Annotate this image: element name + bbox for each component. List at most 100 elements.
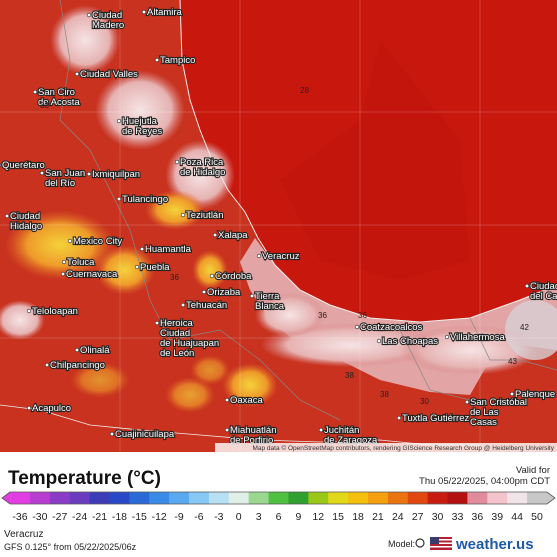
city-label: Chilpancingo (50, 360, 105, 371)
border (59, 0, 557, 421)
city-label: Ciudad Valles (80, 69, 138, 80)
colorbar-arrow-left (2, 492, 11, 504)
city-label: de León (160, 348, 194, 359)
city-dot (74, 71, 80, 77)
city-label: Mexico City (73, 236, 122, 247)
valid-time: Thu 05/22/2025, 04:00pm CDT (419, 476, 550, 487)
city-dot (26, 308, 32, 314)
city-label: Puebla (140, 262, 170, 273)
city-dot (4, 213, 10, 219)
colorbar-segment (268, 492, 289, 504)
city-label: Xalapa (218, 230, 248, 241)
city-label: San Juan (45, 168, 85, 179)
city-label: San Cristóbal (470, 397, 527, 408)
hot-zone (222, 363, 278, 407)
colorbar-tick-label: -30 (32, 511, 47, 523)
city-label: Tierra (255, 291, 280, 302)
colorbar-tick-label: 9 (295, 511, 301, 523)
colorbar-tick-label: 18 (352, 511, 364, 523)
colorbar (1, 491, 556, 505)
colorbar-segment (69, 492, 91, 504)
city-label: Huejutla (122, 116, 158, 127)
colorbar-segment (348, 492, 369, 504)
colorbar-tick-label: 12 (312, 511, 324, 523)
contour-label: 36 (358, 311, 367, 320)
hot-zone (145, 190, 205, 230)
city-label: Teziutlán (186, 210, 224, 221)
city-label: Las Choapas (382, 336, 438, 347)
colorbar-segment (149, 492, 170, 504)
contour-label: 38 (380, 390, 389, 399)
city-label: San Ciro (38, 87, 75, 98)
contour-label: 43 (508, 357, 517, 366)
city-dot (32, 89, 38, 95)
city-label: Acapulco (32, 403, 71, 414)
colorbar-segment (109, 492, 130, 504)
contour-labels: 28 38 36 36 38 38 30 42 43 36 (40, 86, 529, 406)
contour-label: 42 (520, 323, 529, 332)
city-label: de Hidalgo (180, 167, 225, 178)
city-dot (224, 397, 230, 403)
city-label: Querétaro (2, 160, 45, 171)
city-label: Teloloapan (32, 306, 78, 317)
brand[interactable]: weather.us (455, 536, 534, 553)
city-label: Palenque (515, 389, 555, 400)
location: Veracruz (4, 529, 43, 540)
coastline (179, 0, 557, 323)
colorbar-segment (10, 492, 31, 504)
city-label: Blanca (255, 301, 285, 312)
colorbar-tick-label: -9 (174, 511, 183, 523)
city-label: de Huajuapan (160, 338, 219, 349)
city-label: Toluca (67, 257, 95, 268)
city-dot (141, 9, 147, 15)
colorbar-segment (288, 492, 309, 504)
city-label: Ciudad (530, 281, 557, 292)
gulf-contour (280, 40, 470, 280)
colorbar-segment (208, 492, 230, 504)
city-dot (524, 283, 530, 289)
city-dot (318, 427, 324, 433)
city-label: Ciudad (10, 211, 40, 222)
model-info: GFS 0.125° from 05/22/2025/06z (4, 542, 137, 552)
colorbar-tick-label: -27 (52, 511, 67, 523)
colorbar-tick-label: -6 (194, 511, 203, 523)
hot-zone (5, 210, 115, 280)
colorbar-arrow-right (546, 492, 555, 504)
colorbar-tick-label: 50 (531, 511, 543, 523)
city-label: Tehuacán (186, 300, 227, 311)
city-dot (61, 259, 67, 265)
city-label: Coatzacoalcos (360, 322, 423, 333)
warm-zone (50, 5, 120, 75)
colorbar-tick-label: -18 (112, 511, 127, 523)
city-label: Villahermosa (450, 332, 505, 343)
colorbar-segment (387, 492, 409, 504)
city-label: Cuajinicuilapa (115, 429, 175, 440)
city-label: Huamantla (145, 244, 192, 255)
hot-zone (95, 245, 155, 295)
city-dot (212, 232, 218, 238)
colorbar-tick-label: 30 (432, 511, 444, 523)
city-dot (44, 362, 50, 368)
colorbar-tick-label: -12 (152, 511, 167, 523)
colorbar-segment (49, 492, 71, 504)
colorbar-segment (248, 492, 270, 504)
colorbar-ticks: -36 -30 -27 -24 -21 -18 -15 -12 -9 -6 -3 0 3 6 9 12 15 18… (12, 511, 543, 523)
colorbar-segment (367, 492, 389, 504)
city-dot (74, 347, 80, 353)
hot-zone (165, 377, 215, 413)
colorbar-segment (228, 492, 250, 504)
city-dot (464, 399, 470, 405)
city-label: Oaxaca (230, 395, 263, 406)
colorbar-segment (487, 492, 508, 504)
hot-zone (190, 355, 230, 385)
colorbar-tick-label: 39 (491, 511, 503, 523)
city-label: Orizaba (207, 287, 241, 298)
colorbar-segment (427, 492, 449, 504)
colorbar-tick-label: 21 (372, 511, 384, 523)
city-dot (109, 431, 115, 437)
coastline (0, 404, 480, 446)
colorbar-tick-label: -15 (132, 511, 147, 523)
colorbar-tick-label: 33 (452, 511, 464, 523)
attribution-bg (215, 443, 557, 452)
